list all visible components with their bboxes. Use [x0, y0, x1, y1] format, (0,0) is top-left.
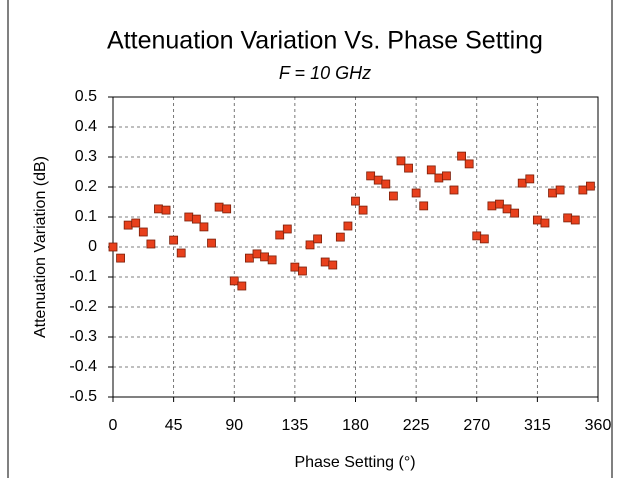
point — [586, 181, 595, 191]
point — [138, 227, 148, 237]
point — [555, 185, 565, 195]
point — [510, 208, 520, 218]
point — [563, 213, 573, 223]
point — [457, 151, 466, 161]
point — [267, 255, 277, 265]
point — [252, 249, 262, 259]
point — [343, 221, 353, 231]
x-tick-label: 315 — [524, 417, 551, 434]
point — [154, 204, 163, 214]
point — [335, 232, 345, 242]
point — [396, 156, 406, 166]
x-tick-label: 180 — [342, 417, 369, 434]
point — [464, 159, 474, 169]
point — [419, 201, 429, 211]
point — [472, 231, 482, 241]
point — [161, 205, 171, 215]
y-tick-label: 0.1 — [75, 208, 97, 225]
point — [426, 165, 436, 175]
point — [404, 163, 413, 173]
point — [434, 173, 444, 183]
y-tick-label: -0.2 — [69, 298, 97, 315]
y-tick-label: 0 — [88, 238, 97, 255]
x-tick-label: 135 — [282, 417, 309, 434]
point — [532, 215, 542, 225]
point — [313, 234, 323, 244]
point — [282, 224, 292, 234]
point — [237, 281, 247, 291]
point — [199, 222, 209, 232]
point — [169, 235, 179, 245]
point — [116, 253, 125, 263]
point — [570, 215, 580, 225]
y-tick-label: -0.5 — [69, 388, 97, 405]
x-axis-label: Phase Setting (°) — [294, 454, 415, 471]
y-tick-label: -0.3 — [69, 328, 97, 345]
chart-subtitle: F = 10 GHz — [279, 63, 371, 83]
point — [495, 199, 504, 209]
x-tick-label: 45 — [165, 417, 183, 434]
point — [381, 179, 391, 189]
point — [517, 178, 527, 188]
y-tick-label: -0.4 — [69, 358, 97, 375]
point — [358, 205, 368, 215]
point — [108, 242, 118, 252]
point — [123, 220, 133, 230]
point — [487, 201, 497, 211]
point — [320, 257, 330, 267]
point — [207, 238, 216, 248]
point — [305, 240, 315, 250]
point — [548, 188, 557, 198]
chart-title: Attenuation Variation Vs. Phase Setting — [107, 27, 543, 55]
point — [290, 262, 300, 272]
x-tick-label: 360 — [585, 417, 612, 434]
point — [449, 185, 459, 195]
x-tick-label: 270 — [463, 417, 490, 434]
point — [191, 214, 201, 224]
point — [540, 218, 550, 228]
point — [479, 234, 489, 244]
point — [184, 212, 194, 222]
y-tick-label: 0.2 — [75, 178, 97, 195]
point — [260, 252, 269, 262]
point — [146, 239, 156, 249]
point — [351, 196, 360, 206]
x-tick-label: 225 — [403, 417, 430, 434]
y-axis-label: Attenuation Variation (dB) — [32, 156, 49, 338]
point — [525, 174, 535, 184]
point — [245, 253, 254, 263]
point — [275, 230, 285, 240]
point — [578, 185, 588, 195]
point — [222, 204, 232, 214]
point — [373, 175, 383, 185]
point — [328, 260, 338, 270]
point — [229, 276, 239, 286]
point — [214, 202, 224, 212]
y-tick-label: 0.5 — [75, 88, 97, 105]
point — [411, 188, 421, 198]
point — [176, 248, 186, 258]
point — [442, 171, 451, 181]
point — [131, 218, 141, 228]
y-tick-label: 0.4 — [75, 118, 97, 135]
x-tick-label: 90 — [225, 417, 243, 434]
y-tick-label: 0.3 — [75, 148, 97, 165]
point — [298, 266, 307, 276]
point — [366, 171, 376, 181]
y-tick-label: -0.1 — [69, 268, 97, 285]
point — [502, 204, 512, 214]
point — [388, 191, 398, 201]
x-tick-label: 0 — [109, 417, 118, 434]
